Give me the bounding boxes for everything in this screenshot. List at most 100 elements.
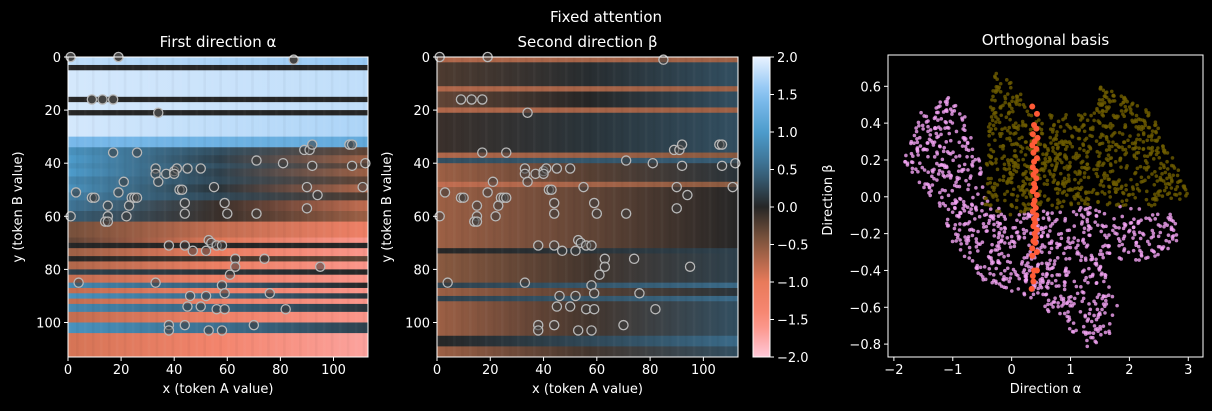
scatter-point [1117, 226, 1121, 230]
scatter-point [1108, 162, 1113, 166]
scatter-point [1170, 179, 1174, 184]
scatter-point [1071, 321, 1076, 325]
scatter-point [1109, 89, 1114, 94]
scatter-point [955, 184, 959, 189]
scatter-point [1021, 157, 1025, 162]
scatter-point [1014, 272, 1018, 277]
scatter-point [1007, 241, 1012, 246]
scatter-point [1012, 132, 1016, 136]
y-tick-label: 0.0 [860, 191, 881, 206]
data-circle [570, 245, 581, 257]
scatter-point [1089, 319, 1094, 324]
panel-orthogonal-basis: −2 −1 0 1 2 3 0.6 0.4 0.2 0.0 −0.2 −0.4 −0.6 −0.8 Orth… [821, 31, 1204, 397]
scatter-point [1113, 231, 1117, 235]
scatter-point [935, 178, 939, 182]
scatter-point [1056, 301, 1060, 305]
scatter-point [971, 159, 975, 164]
scatter-point [996, 235, 1001, 240]
scatter-point [925, 147, 929, 152]
scatter-point [988, 122, 992, 126]
scatter-point [1050, 281, 1054, 286]
scatter-point [1137, 146, 1141, 151]
scatter-point [1065, 228, 1070, 233]
scatter-point [1153, 217, 1158, 221]
scatter-point [999, 104, 1003, 109]
scatter-point [995, 183, 1000, 187]
data-circle [182, 301, 193, 312]
scatter-point [1033, 175, 1040, 182]
scatter-point [1055, 156, 1060, 160]
scatter-point [1134, 151, 1139, 155]
scatter-point [1080, 165, 1084, 170]
scatter-point [1024, 206, 1028, 210]
scatter-point [1074, 156, 1078, 161]
scatter-point [1144, 108, 1148, 112]
scatter-point [1024, 263, 1028, 268]
data-circle [716, 139, 728, 150]
scatter-point [1116, 144, 1121, 149]
scatter-point [1082, 175, 1087, 179]
scatter-point [988, 105, 993, 109]
scatter-point [1042, 182, 1047, 186]
scatter-point [1038, 189, 1042, 194]
data-circle [360, 157, 371, 169]
x-tick-label: 80 [642, 363, 659, 378]
scatter-point [1008, 245, 1013, 249]
scatter-point [1129, 220, 1134, 225]
scatter-point [1021, 179, 1026, 184]
heatmap-band [68, 155, 368, 164]
scatter-point [1029, 195, 1033, 199]
scatter-point [1053, 142, 1058, 147]
scatter-point [1014, 205, 1019, 210]
scatter-point [912, 133, 917, 138]
scatter-point [1018, 188, 1023, 192]
scatter-point [1100, 97, 1105, 102]
scatter-point [1041, 272, 1045, 277]
heatmap-band [68, 147, 368, 156]
scatter-point [985, 199, 990, 203]
data-circle [730, 157, 741, 169]
scatter-point [926, 119, 930, 123]
scatter-point [928, 133, 933, 137]
scatter-point [966, 168, 970, 172]
scatter-point [1124, 183, 1128, 188]
scatter-point [997, 252, 1001, 257]
scatter-point [1033, 249, 1040, 256]
x-tick-label: 3 [1184, 363, 1192, 378]
scatter-point [995, 198, 1000, 202]
scatter-point [1025, 109, 1030, 114]
data-circle [522, 107, 533, 119]
scatter-point [1088, 133, 1092, 138]
scatter-point [1004, 115, 1009, 120]
scatter-point [1092, 313, 1096, 318]
scatter-point [1157, 193, 1161, 197]
scatter-point [1011, 226, 1015, 230]
scatter-point [1093, 339, 1098, 344]
scatter-point [1098, 248, 1103, 253]
scatter-point [1038, 281, 1042, 285]
scatter-point [1062, 176, 1067, 181]
data-circle [588, 303, 600, 315]
scatter-point [1106, 158, 1110, 163]
scatter-point [986, 125, 991, 129]
scatter-point [1146, 175, 1151, 179]
scatter-point [1066, 239, 1070, 244]
scatter-point [1107, 285, 1111, 289]
scatter-point [999, 227, 1003, 231]
scatter-point [1104, 135, 1109, 139]
scatter-point [1022, 256, 1027, 260]
scatter-point [1130, 101, 1135, 106]
scatter-point [948, 119, 953, 124]
scatter-point [1068, 303, 1072, 308]
scatter-point [1014, 102, 1019, 106]
scatter-point [993, 127, 998, 131]
scatter-point [1047, 155, 1052, 160]
scatter-point [1124, 187, 1128, 192]
panel-title: Orthogonal basis [982, 31, 1110, 49]
scatter-point [1022, 231, 1026, 236]
scatter-point [1029, 131, 1036, 138]
scatter-point [976, 192, 980, 196]
data-circle [487, 176, 499, 188]
scatter-point [941, 149, 946, 154]
scatter-point [953, 103, 958, 108]
